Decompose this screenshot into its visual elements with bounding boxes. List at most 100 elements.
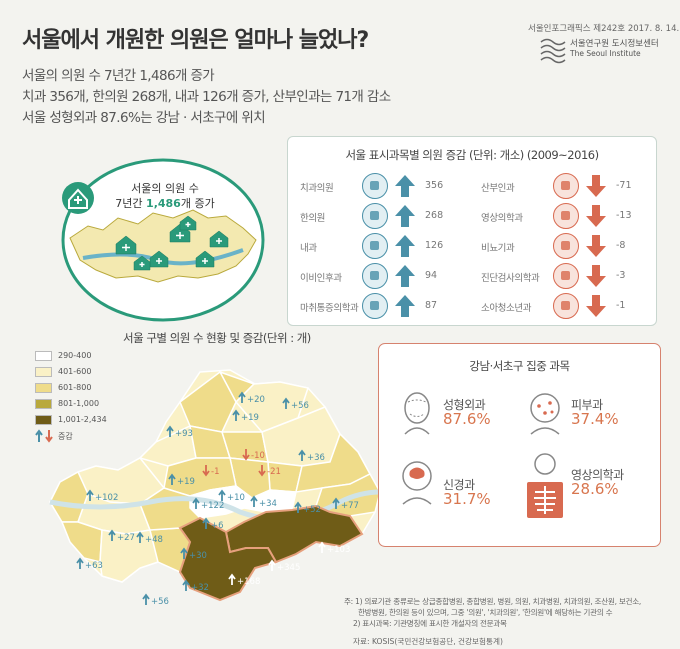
legend-swatch-1001-2434	[35, 415, 52, 425]
increase-arrow-icon	[180, 547, 188, 559]
kidney-icon	[553, 233, 579, 259]
department-value: 94	[425, 270, 438, 281]
summary-line: 치과 356개, 한의원 268개, 내과 126개 증가, 산부인과는 71개…	[22, 89, 391, 105]
increase-arrow-icon	[108, 529, 116, 541]
district-change-label: +48	[145, 535, 163, 545]
gangnam-item-percent: 37.4%	[571, 410, 619, 428]
district-change-label: +102	[95, 493, 118, 503]
increase-arrow-icon	[166, 425, 174, 437]
decrease-arrow-icon	[586, 265, 606, 287]
department-name: 치과의원	[300, 183, 334, 194]
department-value: -8	[616, 240, 626, 251]
department-row: 내과 126	[300, 233, 465, 259]
district-change-label: +93	[175, 429, 193, 439]
increase-arrow-icon	[332, 497, 340, 509]
department-row: 진단검사의학과 -3	[481, 263, 646, 289]
district-change-label: -21	[267, 467, 281, 477]
department-row: 한의원 268	[300, 203, 465, 229]
department-name: 마취통증의학과	[300, 303, 359, 314]
decrease-arrow-icon	[242, 449, 250, 461]
xray-body-icon	[553, 203, 579, 229]
department-name: 이비인후과	[300, 273, 342, 284]
department-change-panel: 서울 표시과목별 의원 증감 (단위: 개소) (2009~2016) 치과의원…	[287, 136, 657, 326]
legend-label: 601-800	[58, 383, 92, 392]
department-value: -3	[616, 270, 626, 281]
department-value: 126	[425, 240, 444, 251]
footnote-line: 한방병원, 한의원 등이 있으며, 그중 '의원', '치과의원', '한의원'…	[358, 608, 613, 617]
department-value: 268	[425, 210, 444, 221]
district-change-label: +30	[189, 551, 207, 561]
district-change-label: +56	[151, 597, 169, 607]
district-change-label: +168	[237, 577, 260, 587]
change-arrows-icon	[35, 429, 53, 443]
decrease-arrow-icon	[258, 465, 266, 477]
decrease-arrow-icon	[586, 175, 606, 197]
legend-label: 1,001-2,434	[58, 415, 107, 424]
gangnam-item-name: 성형외과	[443, 398, 486, 412]
department-value: -13	[616, 210, 632, 221]
lab-report-icon	[553, 263, 579, 289]
institute-name-en: The Seoul Institute	[570, 49, 641, 58]
decrease-arrow-icon	[586, 205, 606, 227]
increase-arrow-icon	[218, 489, 226, 501]
seoul-district-map: +20 +56 +19 +93 -10 -1 -21 +36 +19 +102 +122+10 +34…	[49, 369, 381, 607]
department-name: 비뇨기과	[481, 243, 515, 254]
district-change-label: +56	[291, 401, 309, 411]
callout-line2: 7년간 1,486개 증가	[115, 197, 215, 210]
gangnam-item-name: 영상의학과	[571, 468, 624, 482]
increase-arrow-icon	[298, 449, 306, 461]
increase-arrow-icon	[395, 175, 415, 197]
department-value: 356	[425, 180, 444, 191]
increase-arrow-icon	[202, 517, 210, 529]
legend-label: 290-400	[58, 351, 92, 360]
department-row: 영상의학과 -13	[481, 203, 646, 229]
department-row: 산부인과 -71	[481, 173, 646, 199]
gangnam-seocho-panel: 강남·서초구 집중 과목 성형외과 87.6% 피부과 37.4% 신경과 31…	[378, 343, 661, 547]
district-change-label: +10	[227, 493, 245, 503]
department-name: 영상의학과	[481, 213, 523, 224]
callout-text: 서울의 의원 수 7년간 1,486개 증가	[110, 181, 220, 211]
map-legend: 290-400 401-600 601-800 801-1,000 1,001-…	[35, 345, 145, 455]
footnote: 주: 1) 의료기관 종류로는 상급종합병원, 종합병원, 병원, 의원, 치과…	[344, 596, 641, 629]
institute-name: 서울연구원 도시정보센터	[570, 39, 659, 49]
summary-line: 서울의 의원 수 7년간 1,486개 증가	[22, 68, 215, 84]
department-name: 한의원	[300, 213, 326, 224]
district-change-label: +6	[211, 521, 224, 531]
increase-arrow-icon	[76, 557, 84, 569]
department-value: -1	[616, 300, 626, 311]
syringe-icon	[362, 293, 388, 319]
department-name: 소아청소년과	[481, 303, 532, 314]
xray-chest-icon	[362, 233, 388, 259]
increase-arrow-icon	[395, 235, 415, 257]
decrease-arrow-icon	[202, 465, 210, 477]
increase-arrow-icon	[168, 473, 176, 485]
page-title: 서울에서 개원한 의원은 얼마나 늘었나?	[22, 28, 369, 53]
district-change-label: +32	[191, 583, 209, 593]
chart-title: 서울 표시과목별 의원 증감 (단위: 개소) (2009~2016)	[345, 148, 599, 162]
district-change-label: +19	[241, 413, 259, 423]
increase-arrow-icon	[282, 397, 290, 409]
legend-swatch-601-800	[35, 383, 52, 393]
district-change-label: +52	[303, 505, 321, 515]
gangnam-title: 강남·서초구 집중 과목	[469, 359, 570, 373]
district-change-label: +20	[247, 395, 265, 405]
ear-icon	[362, 263, 388, 289]
gangnam-item-name: 신경과	[443, 478, 475, 492]
increase-arrow-icon	[182, 579, 190, 591]
department-name: 내과	[300, 243, 317, 254]
decrease-arrow-icon	[586, 235, 606, 257]
district-change-label: +27	[117, 533, 135, 543]
department-row: 소아청소년과 -1	[481, 293, 646, 319]
increase-arrow-icon	[318, 541, 326, 553]
herbal-medicine-icon	[362, 203, 388, 229]
district-change-label: +34	[259, 499, 277, 509]
increase-arrow-icon	[268, 559, 276, 571]
increase-arrow-icon	[294, 501, 302, 513]
department-name: 산부인과	[481, 183, 515, 194]
issue-number: 서울인포그래픽스 제242호 2017. 8. 14.	[528, 24, 680, 34]
legend-swatch-401-600	[35, 367, 52, 377]
tooth-icon	[362, 173, 388, 199]
district-change-label: +77	[341, 501, 359, 511]
summary: 서울의 의원 수 7년간 1,486개 증가 치과 356개, 한의원 268개…	[22, 66, 391, 129]
seoul-institute-logo-icon	[540, 38, 566, 64]
